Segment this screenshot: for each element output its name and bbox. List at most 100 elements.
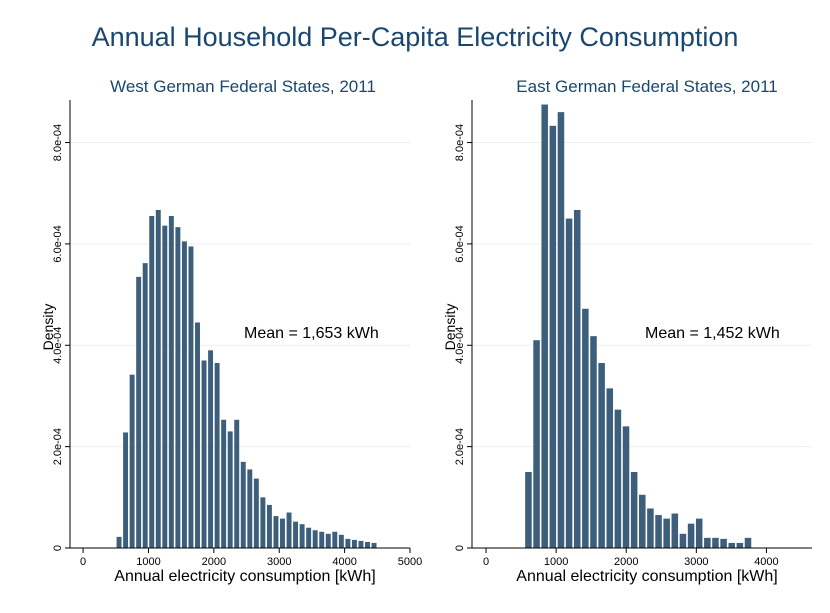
mean-annotation: Mean = 1,452 kWh [645, 325, 780, 342]
x-tick-label: 2000 [202, 556, 226, 568]
histogram-bar [162, 225, 168, 548]
histogram-bar [614, 409, 622, 548]
histogram-bar [319, 531, 325, 548]
histogram-bar [293, 521, 299, 548]
histogram-bar [195, 322, 200, 548]
histogram-bar [736, 542, 744, 548]
histogram-bar [175, 227, 181, 549]
histogram-bar [744, 537, 752, 548]
histogram-bar [590, 336, 597, 548]
histogram-bar [234, 419, 240, 548]
histogram-bar [299, 524, 305, 548]
histogram-bar [582, 308, 589, 548]
histogram-bar [565, 218, 573, 548]
histogram-bar [647, 508, 654, 548]
histogram-bar [598, 363, 605, 548]
histogram-bar [260, 497, 266, 548]
y-tick-label: 8.0e-04 [52, 124, 64, 161]
histogram-bar [371, 542, 377, 548]
y-axis-label: Density [40, 304, 56, 351]
histogram-bar [525, 471, 532, 548]
y-tick-label: 6.0e-04 [52, 225, 64, 262]
histogram-bar [728, 542, 735, 548]
histogram-bar [240, 461, 246, 548]
histogram-bar [365, 541, 370, 548]
x-tick-label: 0 [483, 556, 489, 568]
mean-annotation: Mean = 1,653 kWh [244, 325, 379, 342]
y-tick-label: 2.0e-04 [454, 428, 466, 465]
x-tick-label: 4000 [332, 556, 356, 568]
histogram-bar [687, 523, 695, 548]
histogram-bar [142, 263, 148, 548]
histogram-bar [155, 209, 161, 548]
histogram-bar [573, 209, 581, 548]
histogram-bar [720, 538, 727, 548]
histogram-bar [123, 432, 129, 548]
histogram-bar [663, 518, 670, 548]
panel-subtitle: West German Federal States, 2011 [110, 77, 376, 96]
histogram-bar [695, 518, 703, 548]
histogram-bar [533, 340, 540, 548]
x-tick-label: 4000 [754, 556, 778, 568]
histogram-bar [704, 537, 711, 548]
x-tick-label: 3000 [267, 556, 291, 568]
histogram-bar [606, 388, 614, 548]
y-tick-label: 4.0e-04 [52, 327, 64, 364]
x-tick-label: 1000 [136, 556, 160, 568]
y-tick-label: 6.0e-04 [454, 225, 466, 262]
panel-subtitle: East German Federal States, 2011 [516, 77, 777, 96]
x-tick-label: 0 [80, 556, 86, 568]
histogram-bar [345, 538, 351, 548]
histogram-bar [306, 527, 312, 548]
histogram-bar [221, 419, 227, 548]
histogram-bar [549, 125, 557, 548]
y-tick-label: 0 [52, 545, 64, 551]
y-tick-label: 4.0e-04 [454, 327, 466, 364]
histogram-bar [338, 534, 344, 548]
histogram-bar [351, 539, 357, 548]
histogram-bar [630, 471, 638, 548]
histogram-bar [201, 360, 207, 548]
histogram-bar [214, 363, 220, 548]
histogram-bar [116, 536, 122, 548]
histogram-bar [286, 512, 292, 548]
histogram-bar [208, 350, 214, 548]
histogram-bar [149, 216, 155, 548]
y-axis-label: Density [442, 304, 458, 351]
histogram-bar [227, 431, 233, 548]
histogram-bar [280, 518, 285, 548]
x-tick-label: 2000 [614, 556, 638, 568]
histogram-bar [671, 513, 679, 548]
histogram-bar [712, 537, 719, 548]
histogram-bar [655, 515, 662, 548]
histogram-bar [325, 533, 331, 548]
histogram-bar [679, 533, 687, 548]
main-title: Annual Household Per-Capita Electricity … [91, 22, 739, 52]
histogram-bar [168, 216, 174, 548]
x-axis-label: Annual electricity consumption [kWh] [114, 568, 375, 585]
y-tick-label: 8.0e-04 [454, 124, 466, 161]
histogram-bar [541, 104, 548, 548]
x-tick-label: 5000 [398, 556, 422, 568]
y-tick-label: 0 [454, 545, 466, 551]
x-tick-label: 3000 [684, 556, 708, 568]
histogram-bar [266, 504, 272, 548]
y-tick-label: 2.0e-04 [52, 428, 64, 465]
histogram-bar [181, 241, 187, 548]
histogram-bar [253, 478, 259, 548]
histogram-bar [312, 530, 318, 548]
histogram-bar [273, 516, 279, 548]
histogram-bar [247, 469, 253, 548]
histogram-bar [622, 426, 630, 548]
histogram-bar [557, 112, 565, 549]
histogram-bar [332, 531, 338, 548]
x-tick-label: 1000 [544, 556, 568, 568]
histogram-bar [639, 494, 646, 548]
histogram-bar [358, 540, 364, 548]
histogram-bar [188, 246, 194, 548]
x-axis-label: Annual electricity consumption [kWh] [516, 568, 777, 585]
histogram-bar [129, 374, 135, 548]
histogram-bar [136, 276, 142, 548]
